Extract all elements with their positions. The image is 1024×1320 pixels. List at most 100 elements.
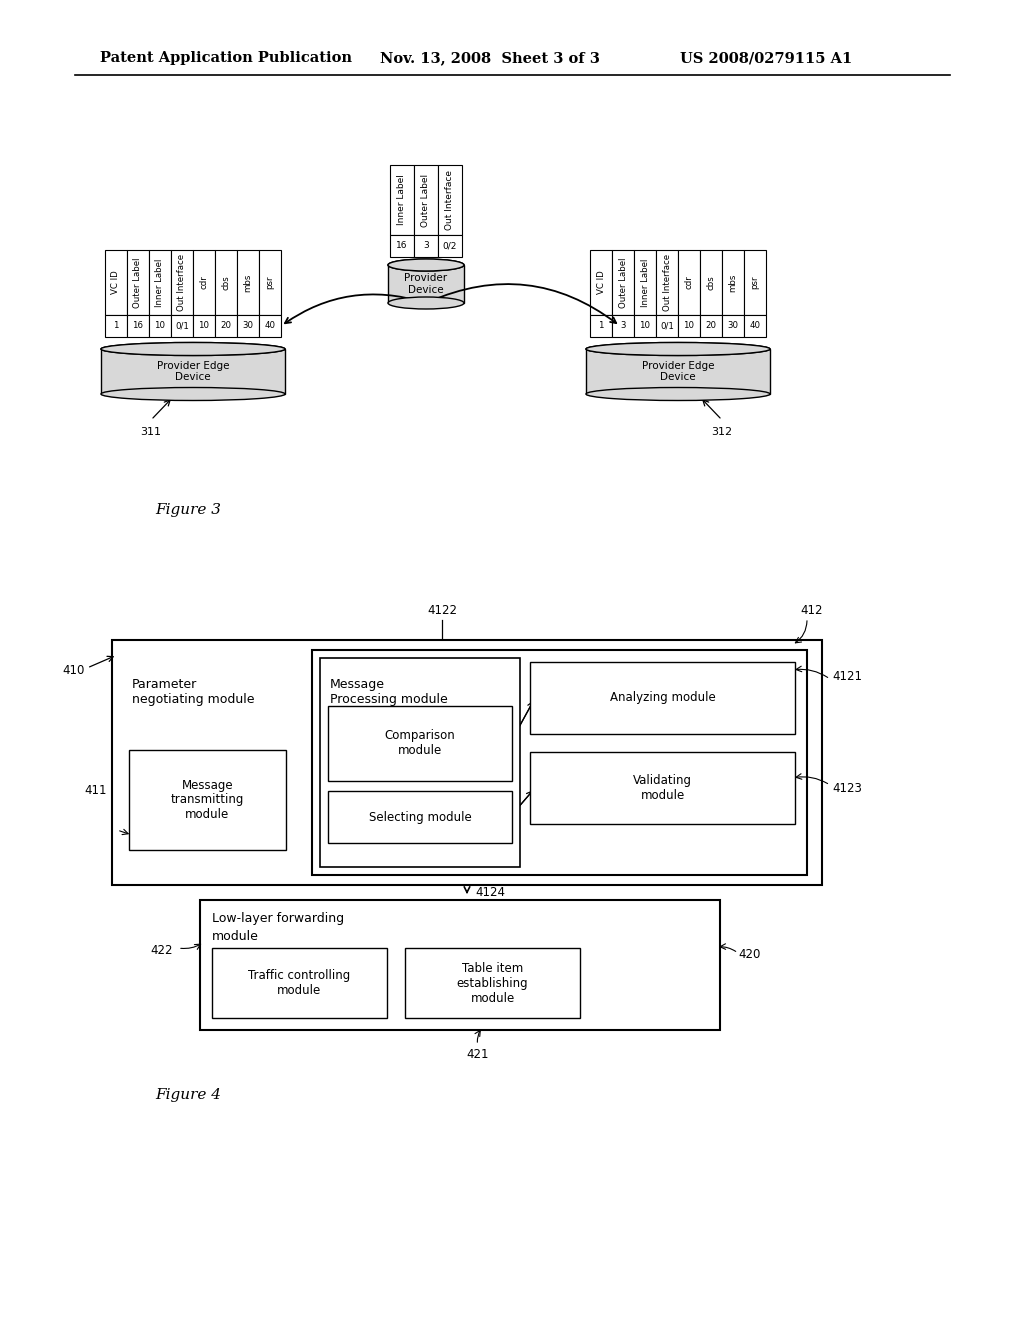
Bar <box>150 315 171 337</box>
Bar <box>678 315 700 337</box>
Bar <box>590 249 612 315</box>
Bar <box>678 249 700 315</box>
Bar <box>634 249 656 315</box>
Bar <box>193 249 215 315</box>
Bar <box>700 249 722 315</box>
Bar <box>722 315 744 337</box>
Text: Selecting module: Selecting module <box>369 810 471 824</box>
Bar <box>193 315 215 337</box>
Bar <box>328 706 512 781</box>
Text: cdr: cdr <box>684 276 693 289</box>
Bar <box>237 249 259 315</box>
Text: 40: 40 <box>750 322 761 330</box>
Text: Nov. 13, 2008  Sheet 3 of 3: Nov. 13, 2008 Sheet 3 of 3 <box>380 51 600 65</box>
Bar <box>328 791 512 843</box>
Bar <box>590 315 612 337</box>
Ellipse shape <box>101 388 285 400</box>
Text: Out Interface: Out Interface <box>177 253 186 312</box>
Ellipse shape <box>388 297 464 309</box>
Text: 4124: 4124 <box>475 886 505 899</box>
Bar <box>722 249 744 315</box>
Text: Inner Label: Inner Label <box>156 259 165 306</box>
Text: Inner Label: Inner Label <box>397 174 407 226</box>
Text: Outer Label: Outer Label <box>422 173 430 227</box>
Bar <box>656 249 678 315</box>
Bar <box>259 315 281 337</box>
Text: Provider Edge
Device: Provider Edge Device <box>157 360 229 383</box>
Text: Figure 3: Figure 3 <box>155 503 221 517</box>
Bar <box>390 235 414 257</box>
Text: Validating
module: Validating module <box>633 774 692 803</box>
Text: cbs: cbs <box>221 275 230 290</box>
Bar <box>112 640 822 884</box>
Text: 1: 1 <box>114 322 119 330</box>
Bar <box>406 948 580 1018</box>
Text: 4121: 4121 <box>831 671 862 684</box>
Text: 30: 30 <box>727 322 738 330</box>
Text: Analyzing module: Analyzing module <box>609 692 716 705</box>
Bar <box>744 315 766 337</box>
Ellipse shape <box>101 342 285 355</box>
Text: cdr: cdr <box>200 276 209 289</box>
Text: Provider
Device: Provider Device <box>404 273 447 294</box>
Text: 10: 10 <box>683 322 694 330</box>
Bar <box>105 249 127 315</box>
Bar <box>530 752 795 824</box>
Text: 4122: 4122 <box>427 603 457 616</box>
Text: Parameter
negotiating module: Parameter negotiating module <box>132 678 255 706</box>
Text: Figure 4: Figure 4 <box>155 1088 221 1102</box>
Text: Message
transmitting
module: Message transmitting module <box>171 779 244 821</box>
Bar <box>171 315 193 337</box>
Text: Low-layer forwarding: Low-layer forwarding <box>212 912 344 925</box>
Bar <box>414 165 438 235</box>
Text: VC ID: VC ID <box>597 271 605 294</box>
Bar <box>388 265 464 304</box>
Text: 411: 411 <box>85 784 106 796</box>
Text: Out Interface: Out Interface <box>663 253 672 312</box>
Bar <box>438 235 462 257</box>
Text: 1: 1 <box>598 322 604 330</box>
Text: mbs: mbs <box>728 273 737 292</box>
Text: 10: 10 <box>640 322 650 330</box>
Text: 0/1: 0/1 <box>175 322 189 330</box>
Bar <box>127 315 150 337</box>
Text: psr: psr <box>751 276 760 289</box>
Bar <box>700 315 722 337</box>
Text: 30: 30 <box>243 322 254 330</box>
Bar <box>744 249 766 315</box>
Bar <box>319 657 520 867</box>
Text: US 2008/0279115 A1: US 2008/0279115 A1 <box>680 51 852 65</box>
Bar <box>656 315 678 337</box>
Ellipse shape <box>586 388 770 400</box>
Text: module: module <box>212 931 259 942</box>
Text: 20: 20 <box>220 322 231 330</box>
Bar <box>215 315 237 337</box>
Bar <box>586 348 770 393</box>
Bar <box>634 315 656 337</box>
Text: 0/2: 0/2 <box>442 242 457 251</box>
Text: Traffic controlling
module: Traffic controlling module <box>249 969 350 997</box>
Bar <box>438 165 462 235</box>
Text: 312: 312 <box>712 426 732 437</box>
Text: 40: 40 <box>264 322 275 330</box>
Bar <box>414 235 438 257</box>
Bar <box>612 249 634 315</box>
Text: 421: 421 <box>466 1048 488 1061</box>
Text: Message
Processing module: Message Processing module <box>330 678 447 706</box>
Bar <box>212 948 387 1018</box>
Text: Provider Edge
Device: Provider Edge Device <box>642 360 715 383</box>
Text: Inner Label: Inner Label <box>640 259 649 306</box>
Text: Patent Application Publication: Patent Application Publication <box>100 51 352 65</box>
Bar <box>612 315 634 337</box>
Text: Table item
establishing
module: Table item establishing module <box>457 961 528 1005</box>
Text: 16: 16 <box>396 242 408 251</box>
Text: 20: 20 <box>706 322 717 330</box>
Ellipse shape <box>388 259 464 271</box>
Text: Out Interface: Out Interface <box>445 170 455 230</box>
Text: VC ID: VC ID <box>112 271 121 294</box>
Bar <box>105 315 127 337</box>
Text: 412: 412 <box>801 603 823 616</box>
Bar <box>530 663 795 734</box>
Bar <box>390 165 414 235</box>
Bar <box>150 249 171 315</box>
